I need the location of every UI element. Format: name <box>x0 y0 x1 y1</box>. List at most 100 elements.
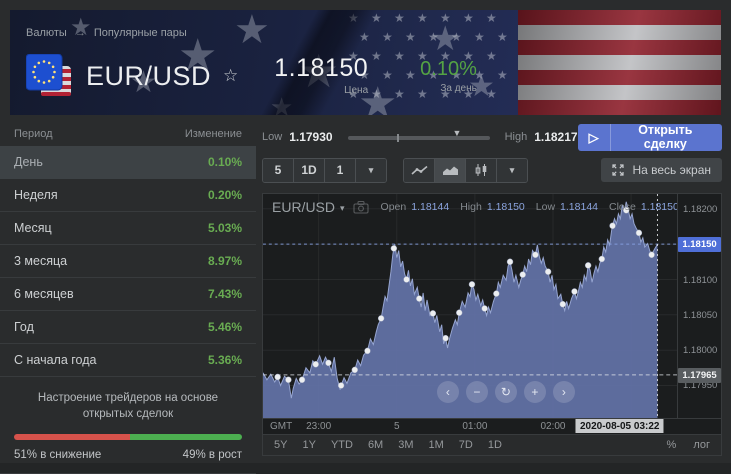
range-button-6M[interactable]: 6M <box>368 439 383 451</box>
period-label: 3 месяца <box>14 254 67 268</box>
day-range-slider: ▼ <box>348 129 490 145</box>
period-label: День <box>14 155 43 169</box>
breadcrumb-page[interactable]: Популярные пары <box>94 27 187 39</box>
low-value: 1.17930 <box>289 130 332 144</box>
gmt-label: GMT <box>270 421 292 432</box>
period-change-value: 5.46% <box>208 320 242 334</box>
chart-zoom-out-button[interactable]: − <box>466 381 488 403</box>
timeframe-dropdown-caret[interactable]: ▾ <box>356 159 386 182</box>
period-change-value: 0.10% <box>208 155 242 169</box>
range-button-7D[interactable]: 7D <box>459 439 473 451</box>
range-button-5Y[interactable]: 5Y <box>274 439 287 451</box>
column-change: Изменение <box>185 128 242 140</box>
chart-pan-left-button[interactable]: ‹ <box>437 381 459 403</box>
timeframe-button-1[interactable]: 1 <box>325 159 356 182</box>
sentiment-up-label: 49% в рост <box>183 449 242 461</box>
price-axis[interactable]: 1.18200 1.18150 1.18100 1.18050 1.18000 1.179… <box>677 194 721 418</box>
eu-flag-icon <box>26 54 62 90</box>
price-axis-tick: 1.18100 <box>678 275 721 286</box>
period-label: Неделя <box>14 188 58 202</box>
period-label: Месяц <box>14 221 52 235</box>
slider-price-marker-icon: ▼ <box>452 128 461 138</box>
time-axis-tick: 02:00 <box>540 421 565 432</box>
breadcrumb-arrow-icon: → <box>75 27 86 39</box>
high-label: High <box>505 131 528 143</box>
currency-pair-flags-icon <box>26 54 74 98</box>
line-chart-type-button[interactable] <box>404 159 435 182</box>
period-change-value: 8.97% <box>208 254 242 268</box>
reference-price-badge: 1.17965 <box>678 368 721 383</box>
sentiment-bar <box>14 434 242 440</box>
period-row-7[interactable]: С начала года 5.36% <box>0 344 256 377</box>
price-label: Цена <box>274 85 368 96</box>
breadcrumb-section[interactable]: Валюты <box>26 27 67 39</box>
price-axis-tick: 1.18200 <box>678 204 721 215</box>
range-button-1D[interactable]: 1D <box>488 439 502 451</box>
percent-scale-button[interactable]: % <box>667 439 677 451</box>
high-value: 1.18217 <box>534 130 577 144</box>
trader-sentiment: Настроение трейдеров на основе открытых … <box>0 377 256 474</box>
chart-type-dropdown-caret[interactable]: ▾ <box>497 159 527 182</box>
ohlc-close: 1.18150 <box>641 201 677 213</box>
snapshot-camera-icon[interactable] <box>353 201 369 214</box>
period-label: Год <box>14 320 34 334</box>
sentiment-title: Настроение трейдеров на основе открытых … <box>14 390 242 422</box>
period-change-value: 5.36% <box>208 353 242 367</box>
price-axis-tick: 1.18050 <box>678 310 721 321</box>
chart-pair-selector[interactable]: EUR/USD <box>272 199 335 215</box>
log-scale-button[interactable]: лог <box>693 439 710 451</box>
period-row-4[interactable]: 3 месяца 8.97% <box>0 245 256 278</box>
period-change-value: 5.03% <box>208 221 242 235</box>
chart-type-button-group: ▾ <box>403 158 528 183</box>
range-button-1Y[interactable]: 1Y <box>302 439 315 451</box>
daily-change: 0.10% <box>420 58 477 81</box>
crosshair-time-badge: 2020-08-05 03:22 <box>576 419 664 433</box>
chart-reset-button[interactable]: ↻ <box>495 381 517 403</box>
open-deal-button[interactable]: ▷ Открыть сделку <box>578 124 722 151</box>
fullscreen-button[interactable]: На весь экран <box>601 158 722 182</box>
change-label: За день <box>420 83 477 94</box>
area-chart-type-button[interactable] <box>435 159 466 182</box>
period-row-3[interactable]: Месяц 5.03% <box>0 212 256 245</box>
breadcrumb: Валюты → Популярные пары <box>26 27 187 39</box>
range-selector-bar: 5Y 1Y YTD 6M 3M 1M 7D 1D % лог <box>263 434 721 455</box>
low-label: Low <box>262 131 282 143</box>
chart-pan-right-button[interactable]: › <box>553 381 575 403</box>
timeframe-button-5[interactable]: 5 <box>263 159 294 182</box>
range-button-1M[interactable]: 1M <box>429 439 444 451</box>
column-period: Период <box>14 128 53 140</box>
range-button-YTD[interactable]: YTD <box>331 439 353 451</box>
time-axis-tick: 23:00 <box>306 421 331 432</box>
period-row-1[interactable]: День 0.10% <box>0 146 256 179</box>
range-button-3M[interactable]: 3M <box>398 439 413 451</box>
current-price: 1.18150 <box>274 54 368 83</box>
sentiment-bar-up <box>130 434 242 440</box>
chart-zoom-in-button[interactable]: + <box>524 381 546 403</box>
ohlc-open: 1.18144 <box>411 201 449 213</box>
sentiment-bar-down <box>14 434 130 440</box>
chart-nav-controls: ‹−↻ + › <box>437 381 575 403</box>
period-label: С начала года <box>14 353 96 367</box>
period-row-6[interactable]: Год 5.46% <box>0 311 256 344</box>
pair-title: EUR/USD <box>86 54 211 98</box>
favorite-star-icon[interactable]: ☆ <box>223 66 238 86</box>
header-banner: ★★★★★★★★★★★★★★★★★★★★★★★★★★★★★★★★★★★★★★★★… <box>10 10 721 115</box>
slider-track <box>348 136 490 140</box>
ohlc-low: 1.18144 <box>560 201 598 213</box>
timeframe-button-1D[interactable]: 1D <box>294 159 325 182</box>
chart-area: Low 1.17930 ▼ High 1.18217 ▷ Открыть сде… <box>256 121 731 474</box>
candlestick-chart-type-button[interactable] <box>466 159 497 182</box>
current-price-badge: 1.18150 <box>678 237 721 252</box>
ohlc-high: 1.18150 <box>487 201 525 213</box>
chart-pair-caret-icon: ▾ <box>340 203 345 214</box>
period-change-value: 7.43% <box>208 287 242 301</box>
price-axis-tick: 1.18000 <box>678 345 721 356</box>
